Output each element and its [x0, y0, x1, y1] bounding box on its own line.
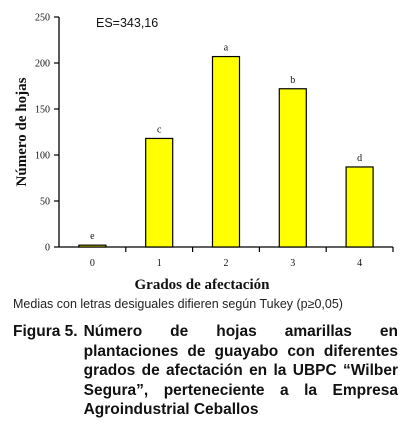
y-tick-label: 250 — [35, 13, 50, 24]
bar-2 — [211, 55, 241, 248]
bar-3 — [278, 88, 307, 248]
bar-letter-1: c — [157, 124, 162, 135]
x-tick-label: 4 — [357, 258, 362, 269]
bar-letter-3: b — [290, 75, 295, 86]
bar-letter-4: d — [357, 153, 362, 164]
annotation-es: ES=343,16 — [96, 16, 158, 30]
caption-text: Número de hojas amarillas en plantacione… — [83, 323, 398, 418]
y-tick-label: 150 — [35, 105, 50, 116]
plot-area: 0 50 100 150 200 250 e 0 c 1 a 2 b 3 d 4 — [35, 13, 394, 269]
bar-0 — [78, 244, 107, 248]
x-tick-label: 0 — [90, 258, 95, 269]
caption-label: Figura 5. — [13, 323, 78, 340]
bar-chart: 0 50 100 150 200 250 e 0 c 1 a 2 b 3 d 4 ES=343,16 Núme… — [14, 13, 394, 293]
x-tick-label: 2 — [224, 258, 229, 269]
y-tick-label: 0 — [45, 243, 50, 254]
y-tick-label: 50 — [40, 197, 50, 208]
bar-letter-2: a — [224, 43, 229, 54]
bar-4 — [345, 166, 374, 248]
y-axis-label: Número de hojas — [14, 77, 30, 186]
y-tick-label: 100 — [35, 151, 50, 162]
x-axis-label: Grados de afectación — [135, 277, 271, 293]
bar-1 — [145, 137, 174, 248]
figure-caption: Figura 5. Número de hojas amarillas en p… — [13, 322, 398, 420]
bar-letter-0: e — [90, 231, 95, 242]
tukey-note: Medias con letras desiguales difieren se… — [13, 297, 343, 311]
y-tick-label: 200 — [35, 59, 50, 70]
x-tick-label: 1 — [157, 258, 162, 269]
x-tick-label: 3 — [290, 258, 295, 269]
